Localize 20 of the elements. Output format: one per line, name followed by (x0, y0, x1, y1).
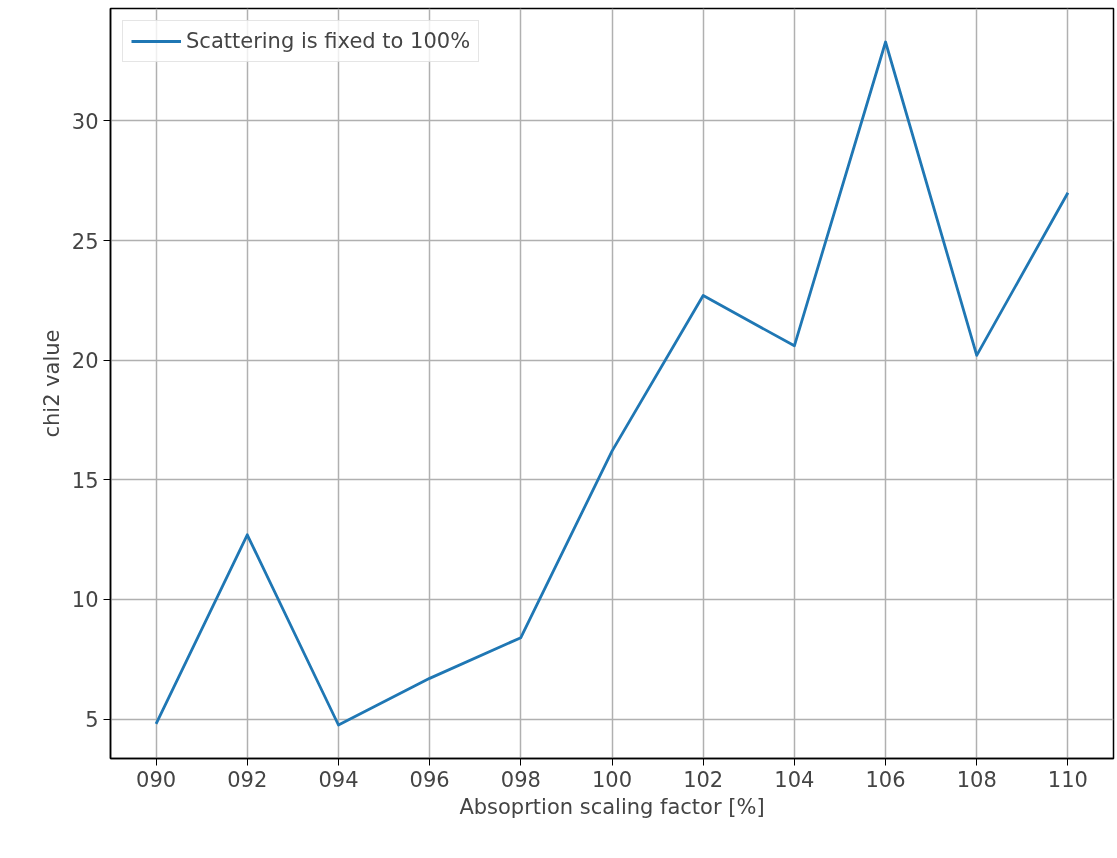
x-tick-label: 098 (500, 767, 541, 792)
y-tick-label: 20 (71, 349, 99, 374)
x-tick-label: 108 (956, 767, 997, 792)
x-tick-label: 094 (318, 767, 359, 792)
x-tick-label: 096 (409, 767, 450, 792)
y-tick-label: 10 (71, 588, 99, 613)
y-tick-label: 15 (71, 468, 99, 493)
y-axis-title: chi2 value (39, 329, 64, 438)
y-tick-label: 30 (71, 109, 99, 134)
x-tick-label: 092 (227, 767, 268, 792)
x-axis-title: Absoprtion scaling factor [%] (459, 794, 765, 819)
x-tick-label: 090 (136, 767, 177, 792)
x-tick-label: 104 (774, 767, 815, 792)
y-tick-label: 5 (85, 708, 99, 733)
x-tick-label: 106 (865, 767, 906, 792)
x-tick-label: 100 (591, 767, 633, 792)
x-tick-label: 110 (1047, 767, 1088, 792)
x-tick-label: 102 (683, 767, 724, 792)
y-tick-label: 25 (71, 229, 99, 254)
legend-label: Scattering is fixed to 100% (186, 29, 471, 53)
